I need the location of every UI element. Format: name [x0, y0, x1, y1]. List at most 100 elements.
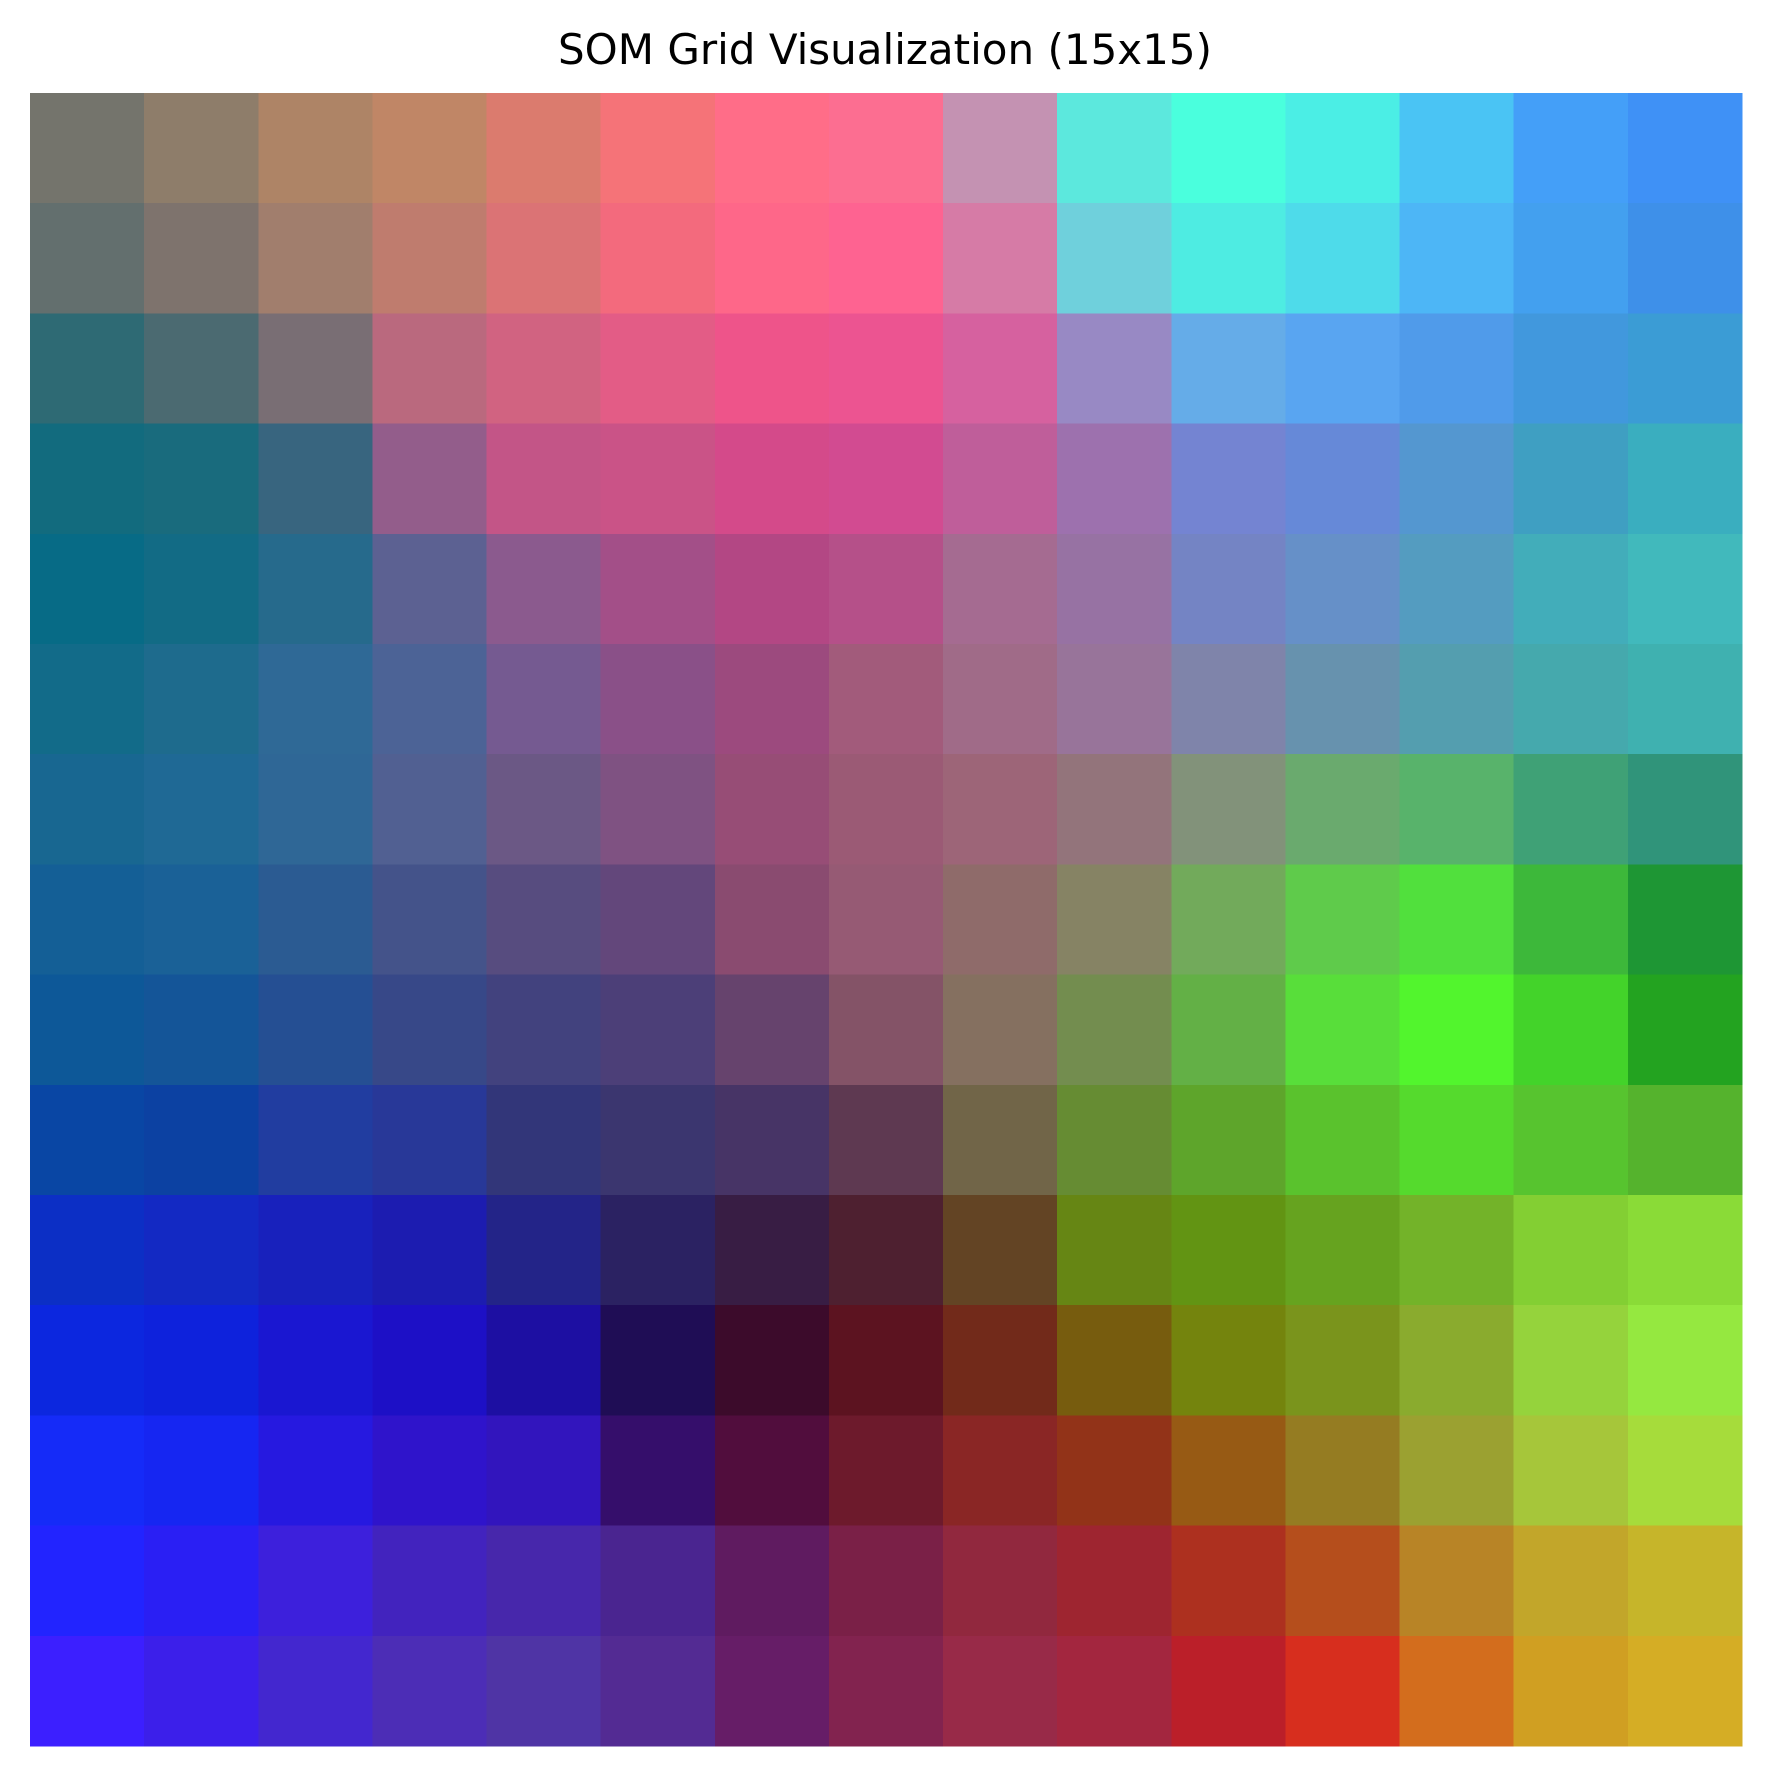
- som-cell-r1-c14: [1627, 203, 1743, 314]
- som-cell-r11-c9: [1057, 1305, 1172, 1416]
- som-cell-r8-c7: [828, 974, 944, 1086]
- som-cell-r3-c1: [144, 423, 259, 535]
- som-cell-r0-c12: [1399, 93, 1515, 204]
- som-cell-r14-c10: [1171, 1635, 1287, 1747]
- som-cell-r5-c10: [1171, 644, 1287, 755]
- som-cell-r2-c8: [943, 313, 1058, 425]
- som-cell-r10-c9: [1057, 1195, 1172, 1306]
- som-cell-r0-c1: [144, 93, 259, 204]
- som-cell-r12-c1: [144, 1415, 259, 1527]
- som-cell-r9-c7: [828, 1084, 944, 1196]
- som-cell-r5-c7: [828, 644, 944, 755]
- som-cell-r6-c1: [144, 754, 259, 865]
- som-cell-r12-c4: [486, 1415, 602, 1527]
- som-cell-r14-c11: [1285, 1635, 1401, 1747]
- som-cell-r14-c14: [1627, 1635, 1743, 1747]
- som-cell-r9-c3: [372, 1084, 488, 1196]
- som-cell-r12-c11: [1285, 1415, 1401, 1527]
- som-cell-r11-c1: [144, 1305, 259, 1416]
- som-cell-r12-c8: [943, 1415, 1058, 1527]
- som-cell-r4-c14: [1627, 533, 1743, 645]
- som-cell-r10-c10: [1171, 1195, 1287, 1306]
- som-cell-r2-c12: [1399, 313, 1515, 425]
- som-cell-r7-c14: [1627, 864, 1743, 976]
- som-cell-r1-c1: [144, 203, 259, 314]
- som-cell-r8-c1: [144, 974, 259, 1086]
- som-cell-r2-c4: [486, 313, 602, 425]
- som-cell-r14-c3: [372, 1635, 488, 1747]
- som-cell-r3-c10: [1171, 423, 1287, 535]
- som-cell-r5-c12: [1399, 644, 1515, 755]
- som-cell-r5-c2: [258, 644, 373, 755]
- som-cell-r5-c3: [372, 644, 488, 755]
- som-cell-r12-c3: [372, 1415, 488, 1527]
- som-cell-r3-c9: [1057, 423, 1172, 535]
- som-cell-r2-c14: [1627, 313, 1743, 425]
- som-cell-r5-c9: [1057, 644, 1172, 755]
- som-cell-r6-c5: [600, 754, 716, 865]
- som-cell-r12-c10: [1171, 1415, 1287, 1527]
- som-cell-r8-c5: [600, 974, 716, 1086]
- som-cell-r9-c2: [258, 1084, 373, 1196]
- som-cell-r3-c0: [30, 423, 145, 535]
- som-cell-r12-c2: [258, 1415, 373, 1527]
- som-cell-r3-c12: [1399, 423, 1515, 535]
- som-cell-r12-c6: [714, 1415, 830, 1527]
- som-cell-r9-c11: [1285, 1084, 1401, 1196]
- som-cell-r4-c3: [372, 533, 488, 645]
- som-cell-r4-c12: [1399, 533, 1515, 645]
- som-cell-r12-c12: [1399, 1415, 1515, 1527]
- som-cell-r2-c7: [828, 313, 944, 425]
- som-cell-r14-c6: [714, 1635, 830, 1747]
- som-cell-r0-c4: [486, 93, 602, 204]
- som-cell-r10-c14: [1627, 1195, 1743, 1306]
- som-cell-r14-c8: [943, 1635, 1058, 1747]
- som-cell-r9-c14: [1627, 1084, 1743, 1196]
- som-cell-r7-c13: [1513, 864, 1629, 976]
- som-cell-r3-c7: [828, 423, 944, 535]
- som-cell-r14-c13: [1513, 1635, 1629, 1747]
- som-cell-r8-c0: [30, 974, 145, 1086]
- som-cell-r8-c14: [1627, 974, 1743, 1086]
- chart-title: SOM Grid Visualization (15x15): [558, 25, 1212, 74]
- som-cell-r12-c14: [1627, 1415, 1743, 1527]
- som-cell-r11-c13: [1513, 1305, 1629, 1416]
- som-cell-r7-c1: [144, 864, 259, 976]
- som-cell-r14-c12: [1399, 1635, 1515, 1747]
- som-cell-r2-c3: [372, 313, 488, 425]
- som-cell-r8-c10: [1171, 974, 1287, 1086]
- som-cell-r11-c2: [258, 1305, 373, 1416]
- som-cell-r2-c11: [1285, 313, 1401, 425]
- som-cell-r8-c6: [714, 974, 830, 1086]
- som-cell-r2-c2: [258, 313, 373, 425]
- som-cell-r13-c14: [1627, 1525, 1743, 1637]
- som-cell-r7-c0: [30, 864, 145, 976]
- som-cell-r9-c8: [943, 1084, 1058, 1196]
- som-cell-r6-c9: [1057, 754, 1172, 865]
- som-cell-r9-c9: [1057, 1084, 1172, 1196]
- som-cell-r13-c2: [258, 1525, 373, 1637]
- som-cell-r0-c9: [1057, 93, 1172, 204]
- som-cell-r11-c0: [30, 1305, 145, 1416]
- som-cell-r1-c0: [30, 203, 145, 314]
- som-cell-r4-c1: [144, 533, 259, 645]
- som-cell-r11-c11: [1285, 1305, 1401, 1416]
- som-cell-r13-c9: [1057, 1525, 1172, 1637]
- som-cell-r0-c13: [1513, 93, 1629, 204]
- som-cell-r1-c12: [1399, 203, 1515, 314]
- som-cell-r5-c13: [1513, 644, 1629, 755]
- som-cell-r7-c9: [1057, 864, 1172, 976]
- som-cell-r4-c11: [1285, 533, 1401, 645]
- som-cell-r1-c4: [486, 203, 602, 314]
- som-cell-r11-c8: [943, 1305, 1058, 1416]
- som-cell-r5-c4: [486, 644, 602, 755]
- som-cell-r2-c10: [1171, 313, 1287, 425]
- som-cell-r0-c8: [943, 93, 1058, 204]
- som-cell-r9-c1: [144, 1084, 259, 1196]
- som-cell-r2-c13: [1513, 313, 1629, 425]
- som-cell-r9-c13: [1513, 1084, 1629, 1196]
- som-cell-r14-c7: [828, 1635, 944, 1747]
- som-cell-r5-c14: [1627, 644, 1743, 755]
- som-cell-r10-c2: [258, 1195, 373, 1306]
